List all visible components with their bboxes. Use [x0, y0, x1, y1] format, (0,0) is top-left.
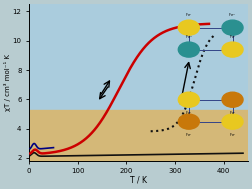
Text: Fe$^{III}$: Fe$^{III}$: [185, 33, 193, 41]
Text: Fe$^{II}$: Fe$^{II}$: [185, 110, 193, 117]
X-axis label: T / K: T / K: [130, 176, 147, 185]
Circle shape: [222, 92, 243, 107]
Text: Fe$^{II}$: Fe$^{II}$: [229, 110, 236, 117]
Circle shape: [178, 92, 199, 107]
Text: Fe$^{II}$: Fe$^{II}$: [185, 132, 193, 139]
Bar: [29, 110, 248, 161]
Text: Fe$^{II}$: Fe$^{II}$: [229, 132, 236, 139]
Circle shape: [178, 42, 199, 57]
Text: Fe$^{II}$: Fe$^{II}$: [229, 33, 236, 41]
Y-axis label: χT / cm³ mol⁻¹ K: χT / cm³ mol⁻¹ K: [4, 54, 11, 111]
Circle shape: [222, 114, 243, 129]
Circle shape: [222, 42, 243, 57]
Circle shape: [178, 20, 199, 35]
Text: Fe$^{II}$: Fe$^{II}$: [185, 11, 193, 19]
Circle shape: [222, 20, 243, 35]
Text: Fe$^{III}$: Fe$^{III}$: [228, 11, 237, 19]
Circle shape: [178, 114, 199, 129]
